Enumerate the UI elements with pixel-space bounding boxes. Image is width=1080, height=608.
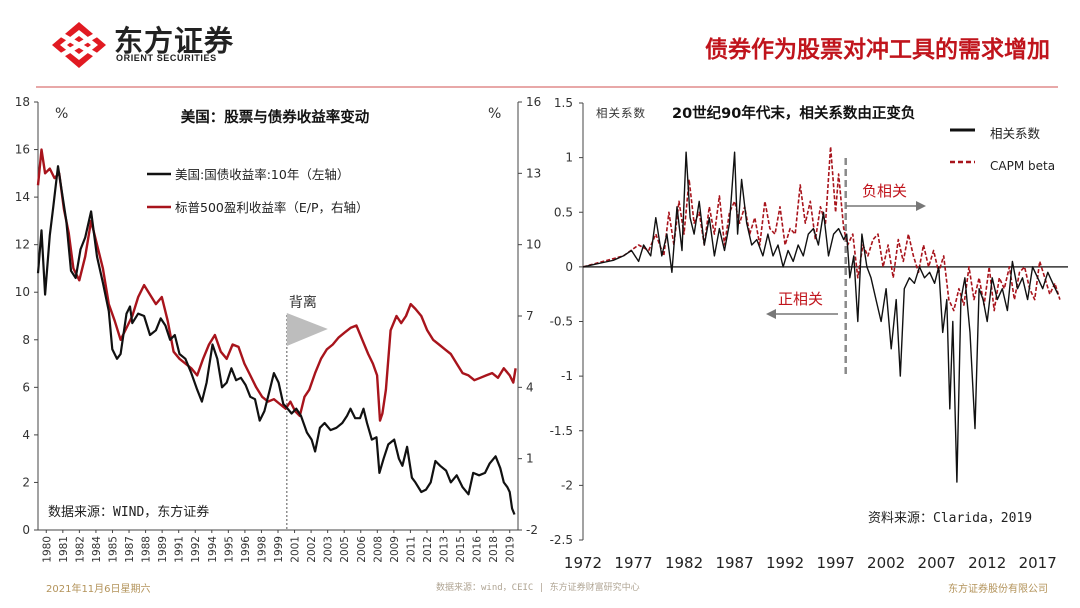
right-chart-y-label: 相关系数	[596, 106, 646, 120]
left-axis-unit: %	[55, 106, 68, 122]
legend-label-sp500-ep: 标普500盈利收益率（E/P，右轴）	[175, 200, 369, 215]
left-y-tick-label: 16	[15, 143, 30, 157]
right-chart-y-tick-label: 1.5	[554, 96, 573, 110]
right-chart-y-tick-label: -0.5	[550, 315, 573, 329]
slide-title: 债券作为股票对冲工具的需求增加	[705, 37, 1050, 63]
right-y-tick-label: 13	[526, 166, 541, 180]
left-arrow-icon	[766, 309, 776, 319]
right-chart-y-tick-label: 1	[565, 151, 573, 165]
left-x-tick-label: 2018	[488, 536, 500, 563]
right-chart-source: 资料来源：Clarida，2019	[868, 511, 1032, 526]
left-x-tick-label: 1989	[157, 536, 169, 563]
right-y-tick-label: 10	[526, 238, 541, 252]
right-chart-x-tick-label: 1987	[715, 554, 753, 572]
title-divider	[36, 86, 1058, 88]
right-chart-x-tick-label: 2017	[1019, 554, 1057, 572]
left-x-tick-label: 1987	[124, 536, 136, 563]
left-x-tick-label: 1981	[58, 536, 70, 563]
divergence-flag-icon	[286, 313, 328, 346]
legend-label-correlation: 相关系数	[990, 126, 1041, 141]
left-y-tick-label: 10	[15, 285, 30, 299]
right-chart-title: 20世纪90年代末，相关系数由正变负	[672, 104, 915, 122]
right-chart-y-tick-label: -1.5	[550, 424, 573, 438]
logo-chinese-name: 东方证券	[114, 24, 235, 58]
left-x-tick-label: 1998	[256, 536, 268, 563]
left-x-tick-label: 1988	[141, 536, 153, 563]
left-x-tick-label: 2006	[356, 536, 368, 563]
divergence-label: 背离	[289, 294, 317, 311]
positive-correlation-label: 正相关	[778, 290, 823, 308]
left-y-tick-label: 2	[22, 475, 30, 489]
right-chart-x-tick-label: 2012	[968, 554, 1006, 572]
right-y-tick-label: 1	[526, 452, 534, 466]
right-chart-y-tick-label: 0.5	[554, 205, 573, 219]
left-x-tick-label: 1991	[174, 536, 186, 563]
right-y-tick-label: 7	[526, 309, 534, 323]
right-chart-y-tick-label: -2	[561, 478, 573, 492]
right-chart-x-tick-label: 1977	[614, 554, 652, 572]
left-x-tick-label: 2003	[323, 536, 335, 563]
left-x-tick-label: 2002	[306, 536, 318, 563]
logo-diamond-icon	[52, 22, 106, 68]
left-y-tick-label: 14	[15, 190, 30, 204]
logo-english-name: ORIENT SECURITIES	[116, 53, 217, 63]
right-arrow-icon	[916, 201, 926, 211]
left-x-tick-label: 1996	[240, 536, 252, 563]
left-x-tick-label: 1999	[273, 536, 285, 563]
left-y-tick-label: 8	[22, 333, 30, 347]
series-line-us-10y	[36, 165, 516, 515]
right-chart-x-tick-label: 1992	[766, 554, 804, 572]
left-y-tick-label: 18	[15, 95, 30, 109]
left-chart-source: 数据来源：WIND，东方证券	[48, 504, 209, 520]
right-y-tick-label: 4	[526, 380, 534, 394]
left-y-tick-label: 12	[15, 238, 30, 252]
right-chart-y-tick-label: -1	[561, 369, 573, 383]
left-x-tick-label: 1992	[190, 536, 202, 563]
right-chart-y-tick-label: -2.5	[550, 533, 573, 547]
left-x-tick-label: 1985	[107, 536, 119, 563]
left-x-tick-label: 1984	[91, 536, 103, 563]
footer-company: 东方证券股份有限公司	[948, 584, 1048, 595]
left-x-tick-label: 2012	[422, 536, 434, 563]
right-y-tick-label: 16	[526, 95, 541, 109]
left-y-tick-label: 0	[22, 523, 30, 537]
left-y-tick-label: 6	[22, 380, 30, 394]
left-x-tick-label: 2019	[505, 536, 517, 563]
left-x-tick-label: 2009	[389, 536, 401, 563]
right-chart-x-tick-label: 1972	[564, 554, 602, 572]
legend-label-capm-beta: CAPM beta	[990, 159, 1055, 173]
left-x-tick-label: 2008	[372, 536, 384, 563]
left-y-tick-label: 4	[22, 428, 30, 442]
right-y-tick-label: -2	[526, 523, 538, 537]
right-chart-x-tick-label: 2007	[918, 554, 956, 572]
left-x-tick-label: 1995	[223, 536, 235, 563]
left-chart-title: 美国：股票与债券收益率变动	[181, 108, 370, 126]
left-x-tick-label: 2015	[455, 536, 467, 563]
left-x-tick-label: 1994	[207, 536, 219, 563]
footer-source: 数据来源：wind，CEIC | 东方证券财富研究中心	[436, 583, 640, 593]
right-chart-y-tick-label: 0	[565, 260, 573, 274]
left-x-tick-label: 2013	[439, 536, 451, 563]
left-x-tick-label: 2001	[290, 536, 302, 563]
company-logo: 东方证券 ORIENT SECURITIES	[52, 22, 272, 68]
left-x-tick-label: 1982	[74, 536, 86, 563]
right-chart-x-tick-label: 1982	[665, 554, 703, 572]
right-chart-x-tick-label: 2002	[867, 554, 905, 572]
left-x-tick-label: 2005	[339, 536, 351, 563]
negative-correlation-label: 负相关	[862, 182, 907, 200]
footer-date: 2021年11月6日星期六	[46, 584, 151, 595]
series-line-correlation	[582, 151, 1059, 483]
legend-label-us-10y: 美国:国债收益率:10年（左轴）	[175, 167, 349, 182]
left-x-tick-label: 1980	[41, 536, 53, 563]
left-x-tick-label: 2011	[405, 536, 417, 563]
left-x-tick-label: 2016	[472, 536, 484, 563]
right-axis-unit: %	[488, 106, 501, 122]
right-chart-x-tick-label: 1997	[817, 554, 855, 572]
series-line-sp500-ep	[36, 148, 517, 422]
